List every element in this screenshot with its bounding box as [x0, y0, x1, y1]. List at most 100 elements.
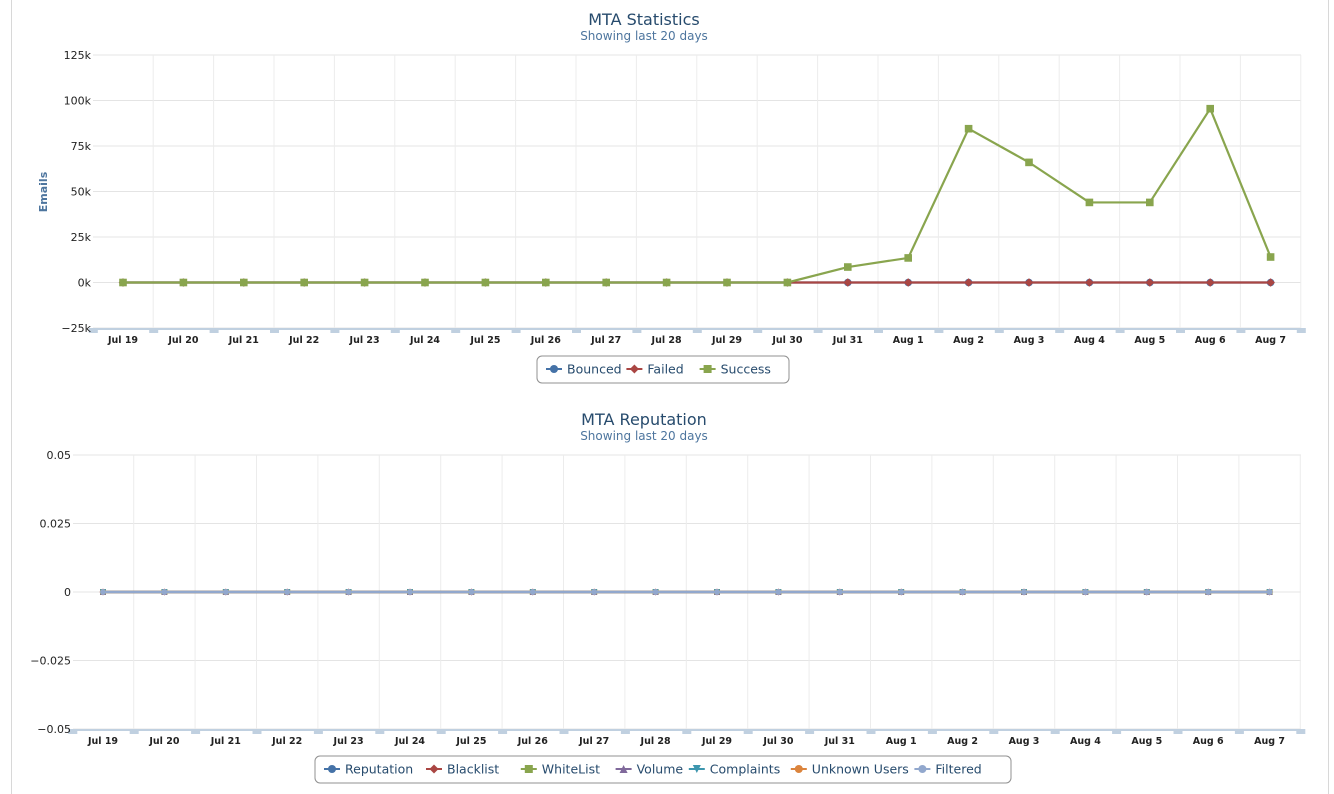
x-tick-label: Aug 6: [1193, 736, 1224, 747]
data-point-filtered: [775, 589, 782, 595]
x-axis-tick: [632, 328, 642, 333]
x-axis-tick: [511, 328, 521, 333]
y-axis: 0.05 0.025 0 −0.025 −0.05: [30, 449, 71, 736]
legend-item-complaints[interactable]: Complaints: [688, 762, 780, 777]
data-point-filtered: [222, 589, 229, 595]
x-tick-label: Jul 27: [590, 335, 621, 346]
x-tick-label: Jul 30: [762, 736, 793, 747]
x-axis-tick: [149, 328, 159, 333]
data-point-filtered: [100, 589, 106, 595]
mta-reputation-chart: MTA Reputation Showing last 20 days 0.05…: [30, 410, 1306, 784]
x-axis-tick: [1296, 328, 1306, 333]
x-tick-label: Jul 20: [167, 335, 198, 346]
data-point-success: [964, 124, 973, 133]
legend-symbol-complaints: [692, 765, 701, 773]
data-point-filtered: [161, 589, 168, 595]
data-point-failed: [1145, 278, 1155, 287]
x-axis-tick: [1296, 729, 1306, 734]
x-tick-label: Jul 26: [517, 736, 548, 747]
x-axis-tick: [390, 328, 400, 333]
data-point-success: [1206, 104, 1214, 113]
y-tick-label: −0.025: [30, 655, 71, 668]
data-point-failed: [843, 278, 853, 287]
legend-item-filtered[interactable]: Filtered: [914, 762, 982, 777]
page-border-left: [11, 0, 12, 794]
legend-item-volume[interactable]: Volume: [615, 762, 684, 777]
grid: [93, 54, 1302, 329]
data-point-success: [602, 278, 610, 287]
x-axis-labels: Jul 19 Jul 20 Jul 21 Jul 22 Jul 23 Jul 24 Jul …: [107, 335, 1286, 346]
x-axis-tick: [805, 729, 815, 734]
data-point-filtered: [1266, 589, 1273, 595]
x-axis-tick: [572, 328, 581, 333]
data-point-success: [240, 278, 248, 287]
series-lines: [99, 588, 1274, 596]
x-tick-label: Jul 30: [771, 335, 802, 346]
x-axis-tick: [866, 729, 876, 734]
x-tick-label: Jul 25: [469, 335, 500, 346]
x-axis-tick: [88, 328, 98, 333]
legend-label: WhiteList: [542, 762, 600, 777]
series-filtered: [100, 589, 1273, 595]
x-tick-label: Jul 29: [701, 736, 732, 747]
y-tick-label: 0k: [78, 277, 92, 290]
x-axis-tick: [1115, 328, 1125, 333]
data-point-filtered: [407, 589, 413, 595]
data-point-success: [119, 278, 127, 287]
legend[interactable]: Bounced Failed Success: [536, 355, 790, 384]
series-line-success: [123, 107, 1272, 284]
x-axis-tick: [994, 328, 1004, 333]
y-tick-label: 0.05: [47, 449, 72, 462]
data-point-filtered: [529, 589, 536, 595]
data-point-success: [1025, 158, 1033, 167]
legend-item-reputation[interactable]: Reputation: [324, 762, 413, 777]
data-point-success: [421, 278, 429, 287]
legend-item-success[interactable]: Success: [699, 362, 771, 377]
legend-item-whitelist[interactable]: WhiteList: [520, 762, 600, 777]
data-point-failed: [964, 278, 973, 287]
chart-subtitle: Showing last 20 days: [580, 429, 708, 443]
x-axis-tick: [209, 328, 219, 333]
data-point-filtered: [1143, 589, 1150, 595]
x-tick-label: Aug 7: [1254, 736, 1285, 747]
x-tick-label: Aug 1: [893, 335, 924, 346]
legend-symbol-unknown-users: [794, 765, 803, 773]
x-axis-tick: [927, 729, 937, 734]
x-tick-label: Aug 2: [953, 335, 984, 346]
legend[interactable]: Reputation Blacklist WhiteList Volume Compla…: [314, 755, 1012, 784]
legend-item-bounced[interactable]: Bounced: [546, 362, 622, 377]
series-success: [119, 104, 1275, 287]
data-point-success: [179, 278, 188, 287]
data-point-success: [844, 263, 852, 271]
x-tick-label: Jul 22: [288, 335, 319, 346]
x-tick-label: Jul 23: [349, 335, 380, 346]
data-point-success: [481, 278, 490, 287]
x-axis-tick: [743, 729, 753, 734]
x-tick-label: Aug 4: [1070, 736, 1101, 747]
data-point-failed: [1266, 278, 1275, 287]
x-axis-tick: [252, 729, 262, 734]
x-tick-label: Jul 25: [455, 736, 486, 747]
data-point-success: [360, 278, 369, 287]
x-tick-label: Aug 5: [1131, 736, 1162, 747]
x-tick-label: Jul 26: [530, 335, 561, 346]
legend-item-failed[interactable]: Failed: [626, 362, 684, 377]
x-axis: [68, 729, 1306, 734]
legend-item-blacklist[interactable]: Blacklist: [426, 762, 499, 777]
x-tick-label: Aug 3: [1014, 335, 1045, 346]
data-point-success: [904, 254, 912, 262]
series-lines: [118, 104, 1275, 287]
data-point-filtered: [1082, 589, 1089, 595]
legend-box: [314, 755, 1012, 784]
data-point-success: [662, 278, 671, 287]
x-axis-tick: [68, 729, 78, 734]
data-point-success: [1146, 198, 1154, 207]
chart-title: MTA Statistics: [588, 10, 700, 29]
y-tick-label: −25k: [61, 322, 91, 335]
x-axis-tick: [1050, 729, 1060, 734]
legend-symbol-whitelist: [524, 765, 533, 773]
x-axis-tick: [1176, 328, 1185, 333]
x-axis-tick: [1055, 328, 1065, 333]
legend-symbol-volume: [619, 765, 628, 773]
legend-item-unknown-users[interactable]: Unknown Users: [790, 762, 909, 777]
